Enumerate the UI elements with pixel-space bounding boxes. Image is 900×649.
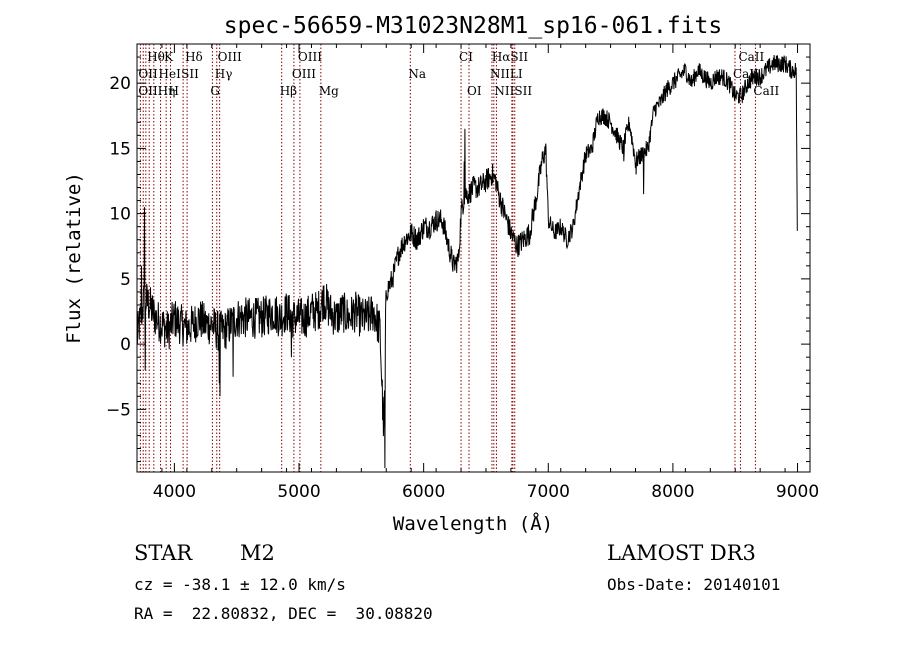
line-label: Mg [319,84,339,98]
y-tick-label: 0 [120,335,131,355]
redshift-velocity: cz = -38.1 ± 12.0 km/s [134,575,346,594]
line-label: Hβ [280,84,297,98]
line-label: OIII [218,50,242,64]
y-axis: −5 0 5 10 15 20 [106,56,810,463]
line-label: CaII [753,84,779,98]
x-tick-label: 9000 [776,482,819,502]
line-label: Na [408,67,426,81]
line-label: HeI [159,67,182,81]
observation-date: Obs-Date: 20140101 [607,575,781,594]
line-label: CI [459,50,473,64]
line-label: Hθ [147,50,165,64]
y-tick-label: 20 [109,74,131,94]
line-label: OI [467,84,482,98]
emission-line-markers [139,44,756,472]
line-label: CaII [738,50,764,64]
line-label: OIIHη [138,84,175,98]
line-label: SII [181,67,199,81]
line-label: Hγ [215,67,233,81]
x-tick-label: 7000 [527,482,570,502]
line-label: OIII [298,50,322,64]
x-axis: 4000 5000 6000 7000 8000 9000 [136,44,819,502]
y-tick-label: 10 [109,205,131,225]
line-label: OII [138,67,158,81]
emission-line-labels: Hθ K Hδ OIII OIII CI HαSII CaII OII HeI SII Hγ OIII N… [138,50,779,98]
line-label: LI [510,67,523,81]
object-subclass: M2 [240,541,275,565]
chart-title: spec-56659-M31023N28M1_sp16-061.fits [224,13,723,39]
coordinates: RA = 22.80832, DEC = 30.08820 [134,604,433,623]
x-axis-label: Wavelength (Å) [393,512,553,535]
line-label: HαSII [492,50,529,64]
plot-frame [136,43,811,473]
y-axis-label: Flux (relative) [63,172,85,344]
line-label: H [169,84,179,98]
survey-name: LAMOST DR3 [607,541,756,565]
x-tick-label: 4000 [153,482,196,502]
line-label: K [164,50,174,64]
line-label: OIII [292,67,316,81]
x-tick-label: 6000 [402,482,445,502]
line-label: NII [490,67,510,81]
y-tick-label: 15 [109,139,131,159]
spectrum-line [136,54,798,469]
line-label: G [210,84,220,98]
y-tick-label: 5 [120,270,131,290]
line-label: Hδ [185,50,203,64]
x-tick-label: 8000 [651,482,694,502]
y-tick-label: −5 [106,400,131,420]
line-label: NIISII [494,84,532,98]
x-tick-label: 5000 [277,482,320,502]
object-class: STAR [134,541,193,565]
